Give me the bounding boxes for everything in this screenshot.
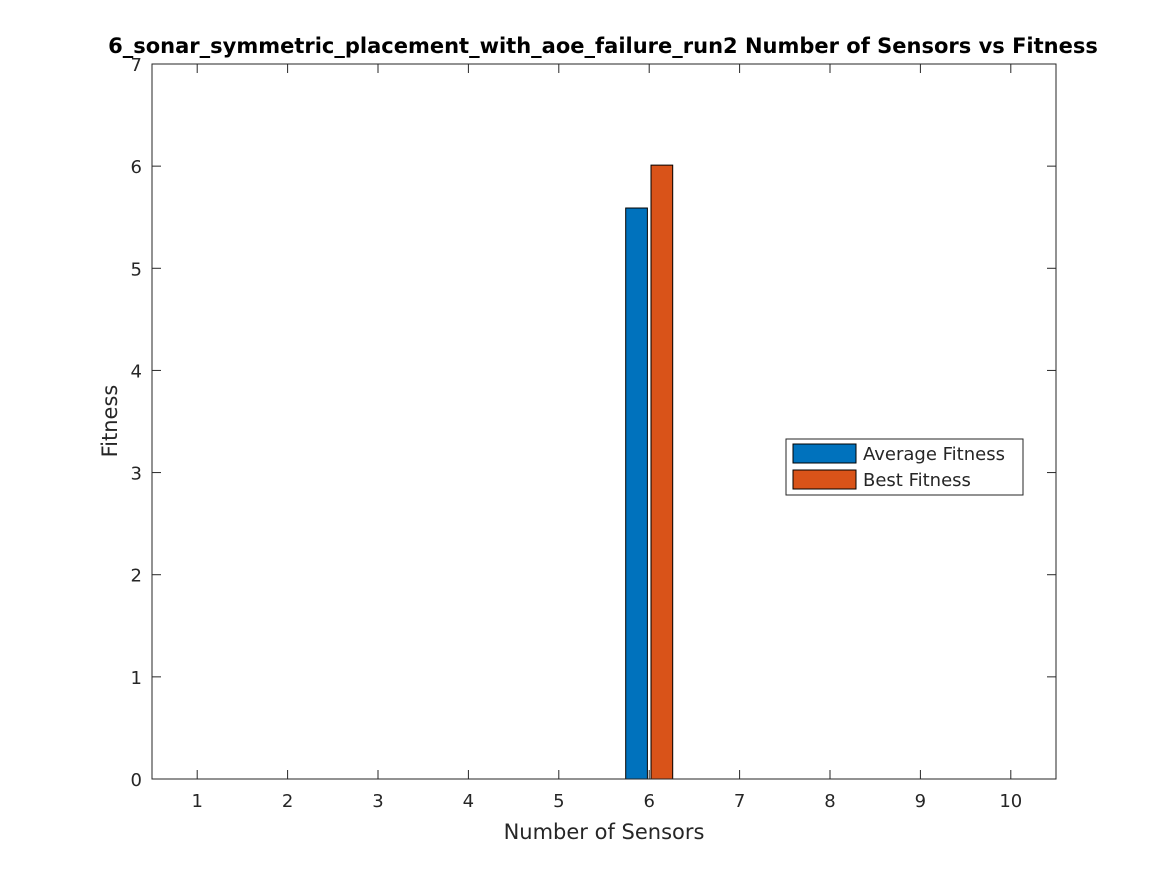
legend: Average Fitness Best Fitness [785,438,1024,496]
chart-title: 6_sonar_symmetric_placement_with_aoe_fai… [108,34,1098,58]
x-tick-label: 7 [734,791,745,812]
x-tick-label: 5 [553,791,564,812]
x-tick-label: 10 [999,791,1022,812]
x-tick-label: 9 [915,791,926,812]
x-axis-label: Number of Sensors [504,820,705,844]
ticks-layer: 1 2 3 4 5 6 7 8 9 10 0 1 2 3 4 5 6 7 [131,55,1056,812]
legend-label-average-fitness: Average Fitness [863,444,1005,465]
x-tick-label: 8 [824,791,835,812]
y-tick-label: 2 [131,566,142,587]
bar-best-6 [650,164,674,780]
x-tick-label: 4 [463,791,474,812]
y-tick-label: 3 [131,464,142,485]
bar-average-6 [625,207,648,780]
y-tick-label: 1 [131,668,142,689]
legend-swatch-best-fitness [792,469,857,490]
bars-layer [625,164,674,780]
y-axis-label: Fitness [98,385,122,458]
y-tick-label: 6 [131,157,142,178]
x-tick-label: 6 [643,791,654,812]
y-tick-label: 0 [131,770,142,791]
legend-label-best-fitness: Best Fitness [863,470,971,491]
x-tick-label: 3 [372,791,383,812]
x-tick-label: 1 [191,791,202,812]
y-tick-label: 4 [131,361,142,382]
plot-area-border [151,63,1057,780]
y-tick-label: 7 [131,55,142,76]
legend-swatch-average-fitness [792,443,857,464]
y-tick-label: 5 [131,259,142,280]
x-tick-label: 2 [282,791,293,812]
